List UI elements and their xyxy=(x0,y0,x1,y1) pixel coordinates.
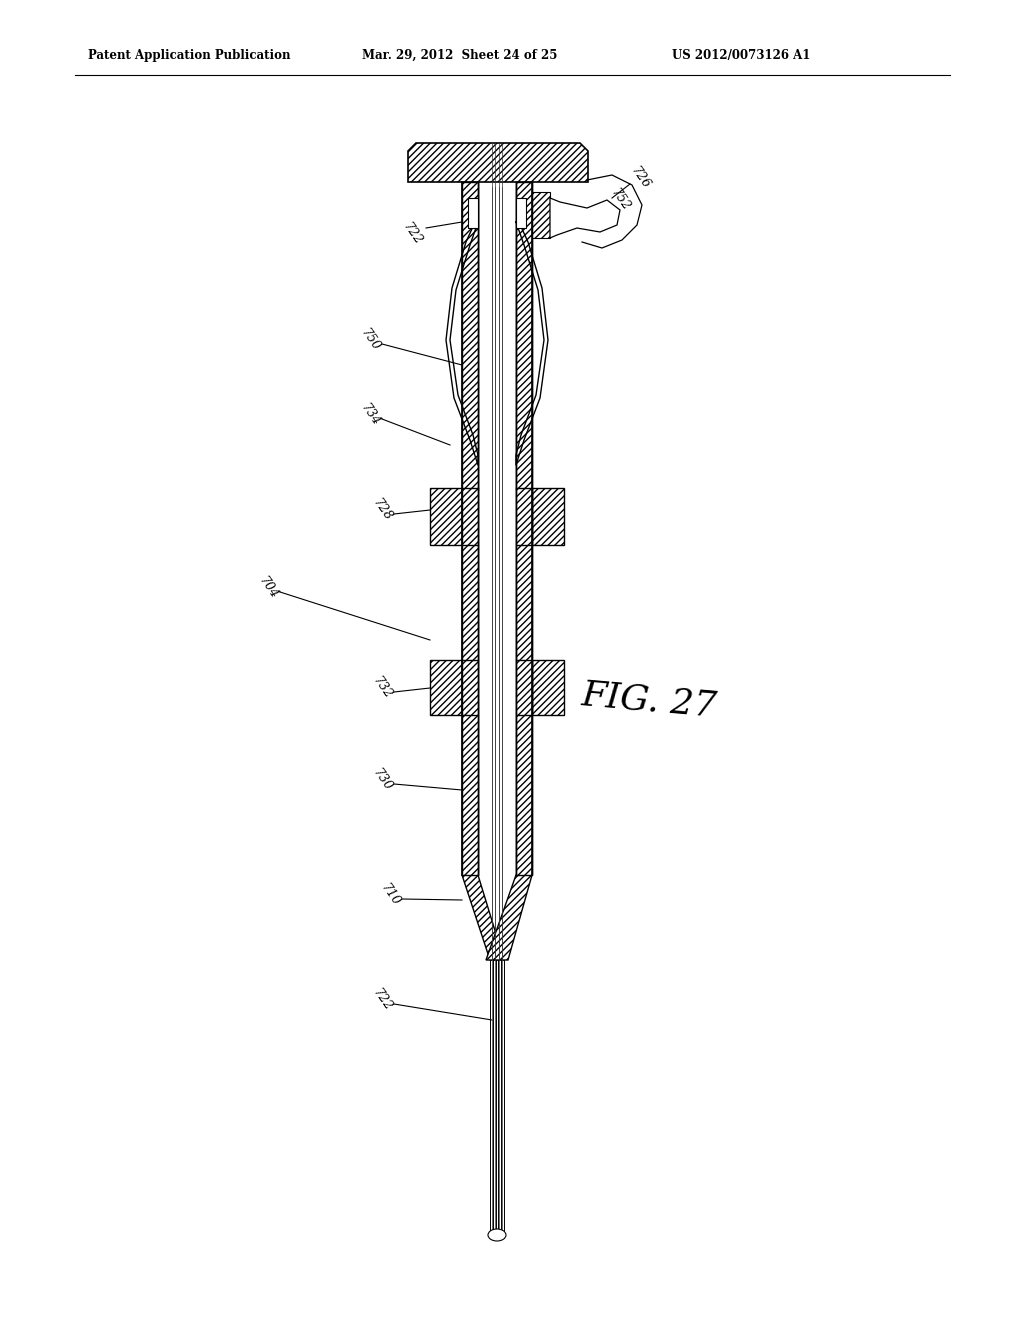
Polygon shape xyxy=(550,198,620,238)
Bar xyxy=(462,715,478,875)
Ellipse shape xyxy=(488,1229,506,1241)
Bar xyxy=(532,488,564,545)
Bar xyxy=(516,660,532,715)
Bar xyxy=(516,198,526,228)
Bar xyxy=(430,488,462,545)
Text: 722: 722 xyxy=(370,986,394,1014)
Bar xyxy=(516,715,532,875)
Bar xyxy=(516,182,532,875)
Bar xyxy=(516,488,532,545)
Bar xyxy=(516,545,532,660)
Text: FIG. 27: FIG. 27 xyxy=(580,677,719,723)
Bar xyxy=(532,660,564,715)
Text: 752: 752 xyxy=(608,186,632,214)
Polygon shape xyxy=(462,875,504,960)
Text: 728: 728 xyxy=(370,496,394,524)
Text: US 2012/0073126 A1: US 2012/0073126 A1 xyxy=(672,49,810,62)
Bar xyxy=(532,191,550,238)
Bar xyxy=(462,182,478,490)
Polygon shape xyxy=(486,875,532,960)
Text: 732: 732 xyxy=(370,675,394,701)
Text: 704: 704 xyxy=(256,574,281,602)
Text: 726: 726 xyxy=(628,165,652,191)
Bar xyxy=(462,660,478,715)
Bar xyxy=(516,182,532,490)
Bar xyxy=(462,545,478,660)
Bar xyxy=(478,182,516,875)
Text: Patent Application Publication: Patent Application Publication xyxy=(88,49,291,62)
Text: 722: 722 xyxy=(399,220,424,248)
Polygon shape xyxy=(408,143,588,182)
Bar xyxy=(462,182,478,875)
Bar xyxy=(430,660,462,715)
Text: 730: 730 xyxy=(370,767,394,793)
Text: 710: 710 xyxy=(378,882,402,908)
Text: 750: 750 xyxy=(357,326,382,354)
Text: Mar. 29, 2012  Sheet 24 of 25: Mar. 29, 2012 Sheet 24 of 25 xyxy=(362,49,557,62)
Bar xyxy=(468,198,478,228)
Text: 734: 734 xyxy=(357,401,382,429)
Bar xyxy=(462,488,478,545)
